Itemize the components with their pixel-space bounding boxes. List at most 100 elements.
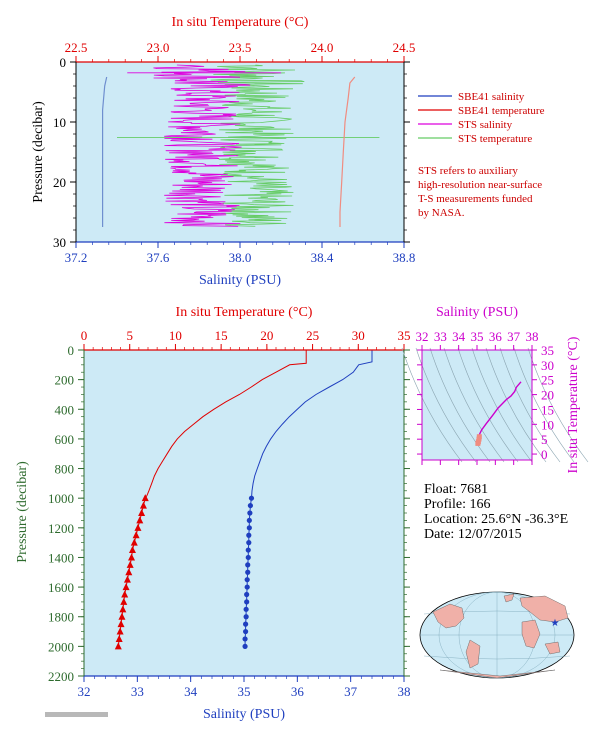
salinity-tick-label: 33: [131, 684, 144, 699]
temperature-sample-marker: [121, 590, 129, 598]
footer-tag-icon: [45, 712, 108, 717]
temp-tick-label: 22.5: [65, 40, 88, 55]
pressure-tick-label: 2000: [48, 639, 74, 654]
salinity-sample-marker: [246, 540, 252, 546]
temperature-sample-marker: [123, 575, 131, 583]
pressure-tick-label: 1200: [48, 521, 74, 536]
temperature-line: [144, 350, 307, 499]
temp-tick-label: 24.0: [311, 40, 334, 55]
temperature-sample-marker: [128, 553, 136, 561]
salinity-sample-marker: [242, 643, 248, 649]
pressure-tick-label: 200: [55, 373, 75, 388]
temperature-sample-marker: [119, 605, 127, 613]
density-contour: [499, 347, 561, 463]
salinity-tick-label: 38.8: [393, 250, 416, 265]
ts-top-axis-label: Salinity (PSU): [436, 305, 518, 320]
temperature-sample-marker: [114, 642, 122, 650]
temperature-sample-marker: [125, 568, 133, 576]
temp-tick-label: 24.5: [393, 40, 416, 55]
salinity-sample-marker: [245, 547, 251, 553]
note-line-1: STS refers to auxiliary: [418, 165, 518, 177]
temp-tick-label: 20: [260, 328, 273, 343]
ts-salinity-tick-label: 35: [471, 329, 484, 344]
legend-label: SBE41 temperature: [458, 105, 545, 117]
ts-salinity-tick-label: 38: [526, 329, 539, 344]
ts-temp-tick-label: 0: [541, 447, 548, 462]
legend-label: STS salinity: [458, 119, 513, 131]
near-surface-top-axis-label: In situ Temperature (°C): [172, 15, 309, 30]
float-info: Float: 7681 Profile: 166 Location: 25.6°…: [424, 482, 568, 542]
ts-temp-tick-label: 25: [541, 373, 554, 388]
location: Location: 25.6°N -36.3°E: [424, 512, 568, 527]
salinity-sample-marker: [244, 599, 250, 605]
ts-temp-tick-label: 5: [541, 432, 548, 447]
legend-label: STS temperature: [458, 133, 532, 145]
full-profile-plot-area: [84, 350, 404, 676]
temp-tick-label: 10: [169, 328, 182, 343]
pressure-tick-label: 2200: [48, 669, 74, 684]
salinity-tick-label: 38.4: [311, 250, 334, 265]
salinity-sample-marker: [244, 577, 250, 583]
ts-salinity-tick-label: 33: [434, 329, 447, 344]
pressure-tick-label: 600: [55, 432, 75, 447]
temperature-sample-marker: [134, 523, 142, 531]
note-line-4: by NASA.: [418, 207, 465, 219]
salinity-tick-label: 32: [78, 684, 91, 699]
density-contour: [415, 347, 477, 463]
pressure-tick-label: 800: [55, 462, 75, 477]
full-profile-bottom-axis-label: Salinity (PSU): [203, 707, 285, 722]
legend: SBE41 salinity SBE41 temperature STS salin…: [418, 91, 545, 145]
density-contour: [443, 347, 505, 463]
salinity-tick-label: 37: [344, 684, 358, 699]
ts-right-axis-label: In situ Temperature (°C): [566, 336, 581, 473]
ts-temp-tick-label: 10: [541, 417, 554, 432]
temp-tick-label: 30: [352, 328, 365, 343]
pressure-tick-label: 10: [53, 115, 66, 130]
density-contours: [401, 347, 589, 463]
date: Date: 12/07/2015: [424, 527, 522, 542]
temperature-sample-marker: [117, 620, 125, 628]
legend-label: SBE41 salinity: [458, 91, 525, 103]
profile-number: Profile: 166: [424, 497, 491, 512]
sts-salinity-line: [153, 64, 251, 227]
temperature-sample-marker: [120, 597, 128, 605]
float-id: Float: 7681: [424, 482, 488, 497]
temperature-sample-marker: [122, 583, 130, 591]
temperature-sample-marker: [136, 516, 144, 524]
temp-tick-label: 23.5: [229, 40, 252, 55]
salinity-tick-label: 38.0: [229, 250, 252, 265]
salinity-sample-marker: [245, 554, 251, 561]
salinity-sample-marker: [245, 569, 251, 575]
salinity-sample-marker: [244, 591, 250, 598]
ts-salinity-tick-label: 34: [452, 329, 466, 344]
temperature-sample-marker: [116, 627, 124, 635]
salinity-sample-marker: [246, 532, 252, 538]
pressure-tick-label: 1600: [48, 580, 74, 595]
temperature-sample-marker: [118, 612, 126, 620]
ts-salinity-tick-label: 36: [489, 329, 503, 344]
near-surface-series: [101, 64, 380, 227]
pressure-tick-label: 30: [53, 235, 66, 250]
ts-salinity-tick-label: 32: [416, 329, 429, 344]
full-profile-top-axis-label: In situ Temperature (°C): [176, 305, 313, 320]
salinity-sample-marker: [243, 621, 249, 627]
near-surface-left-axis-label: Pressure (decibar): [31, 101, 46, 203]
salinity-sample-marker: [247, 510, 253, 516]
ts-deep-point: [476, 434, 482, 440]
salinity-tick-label: 34: [184, 684, 198, 699]
density-contour: [513, 347, 575, 463]
continents: [432, 593, 569, 679]
ts-temp-tick-label: 20: [541, 388, 554, 403]
temperature-sample-marker: [126, 560, 134, 568]
salinity-sample-marker: [245, 562, 251, 568]
salinity-sample-marker: [248, 495, 255, 501]
pressure-tick-label: 400: [55, 402, 75, 417]
pressure-tick-label: 1000: [48, 491, 74, 506]
ts-salinity-tick-label: 37: [507, 329, 521, 344]
pressure-tick-label: 1800: [48, 610, 74, 625]
salinity-sample-marker: [242, 636, 248, 642]
temp-tick-label: 15: [215, 328, 228, 343]
salinity-tick-label: 37.6: [147, 250, 170, 265]
